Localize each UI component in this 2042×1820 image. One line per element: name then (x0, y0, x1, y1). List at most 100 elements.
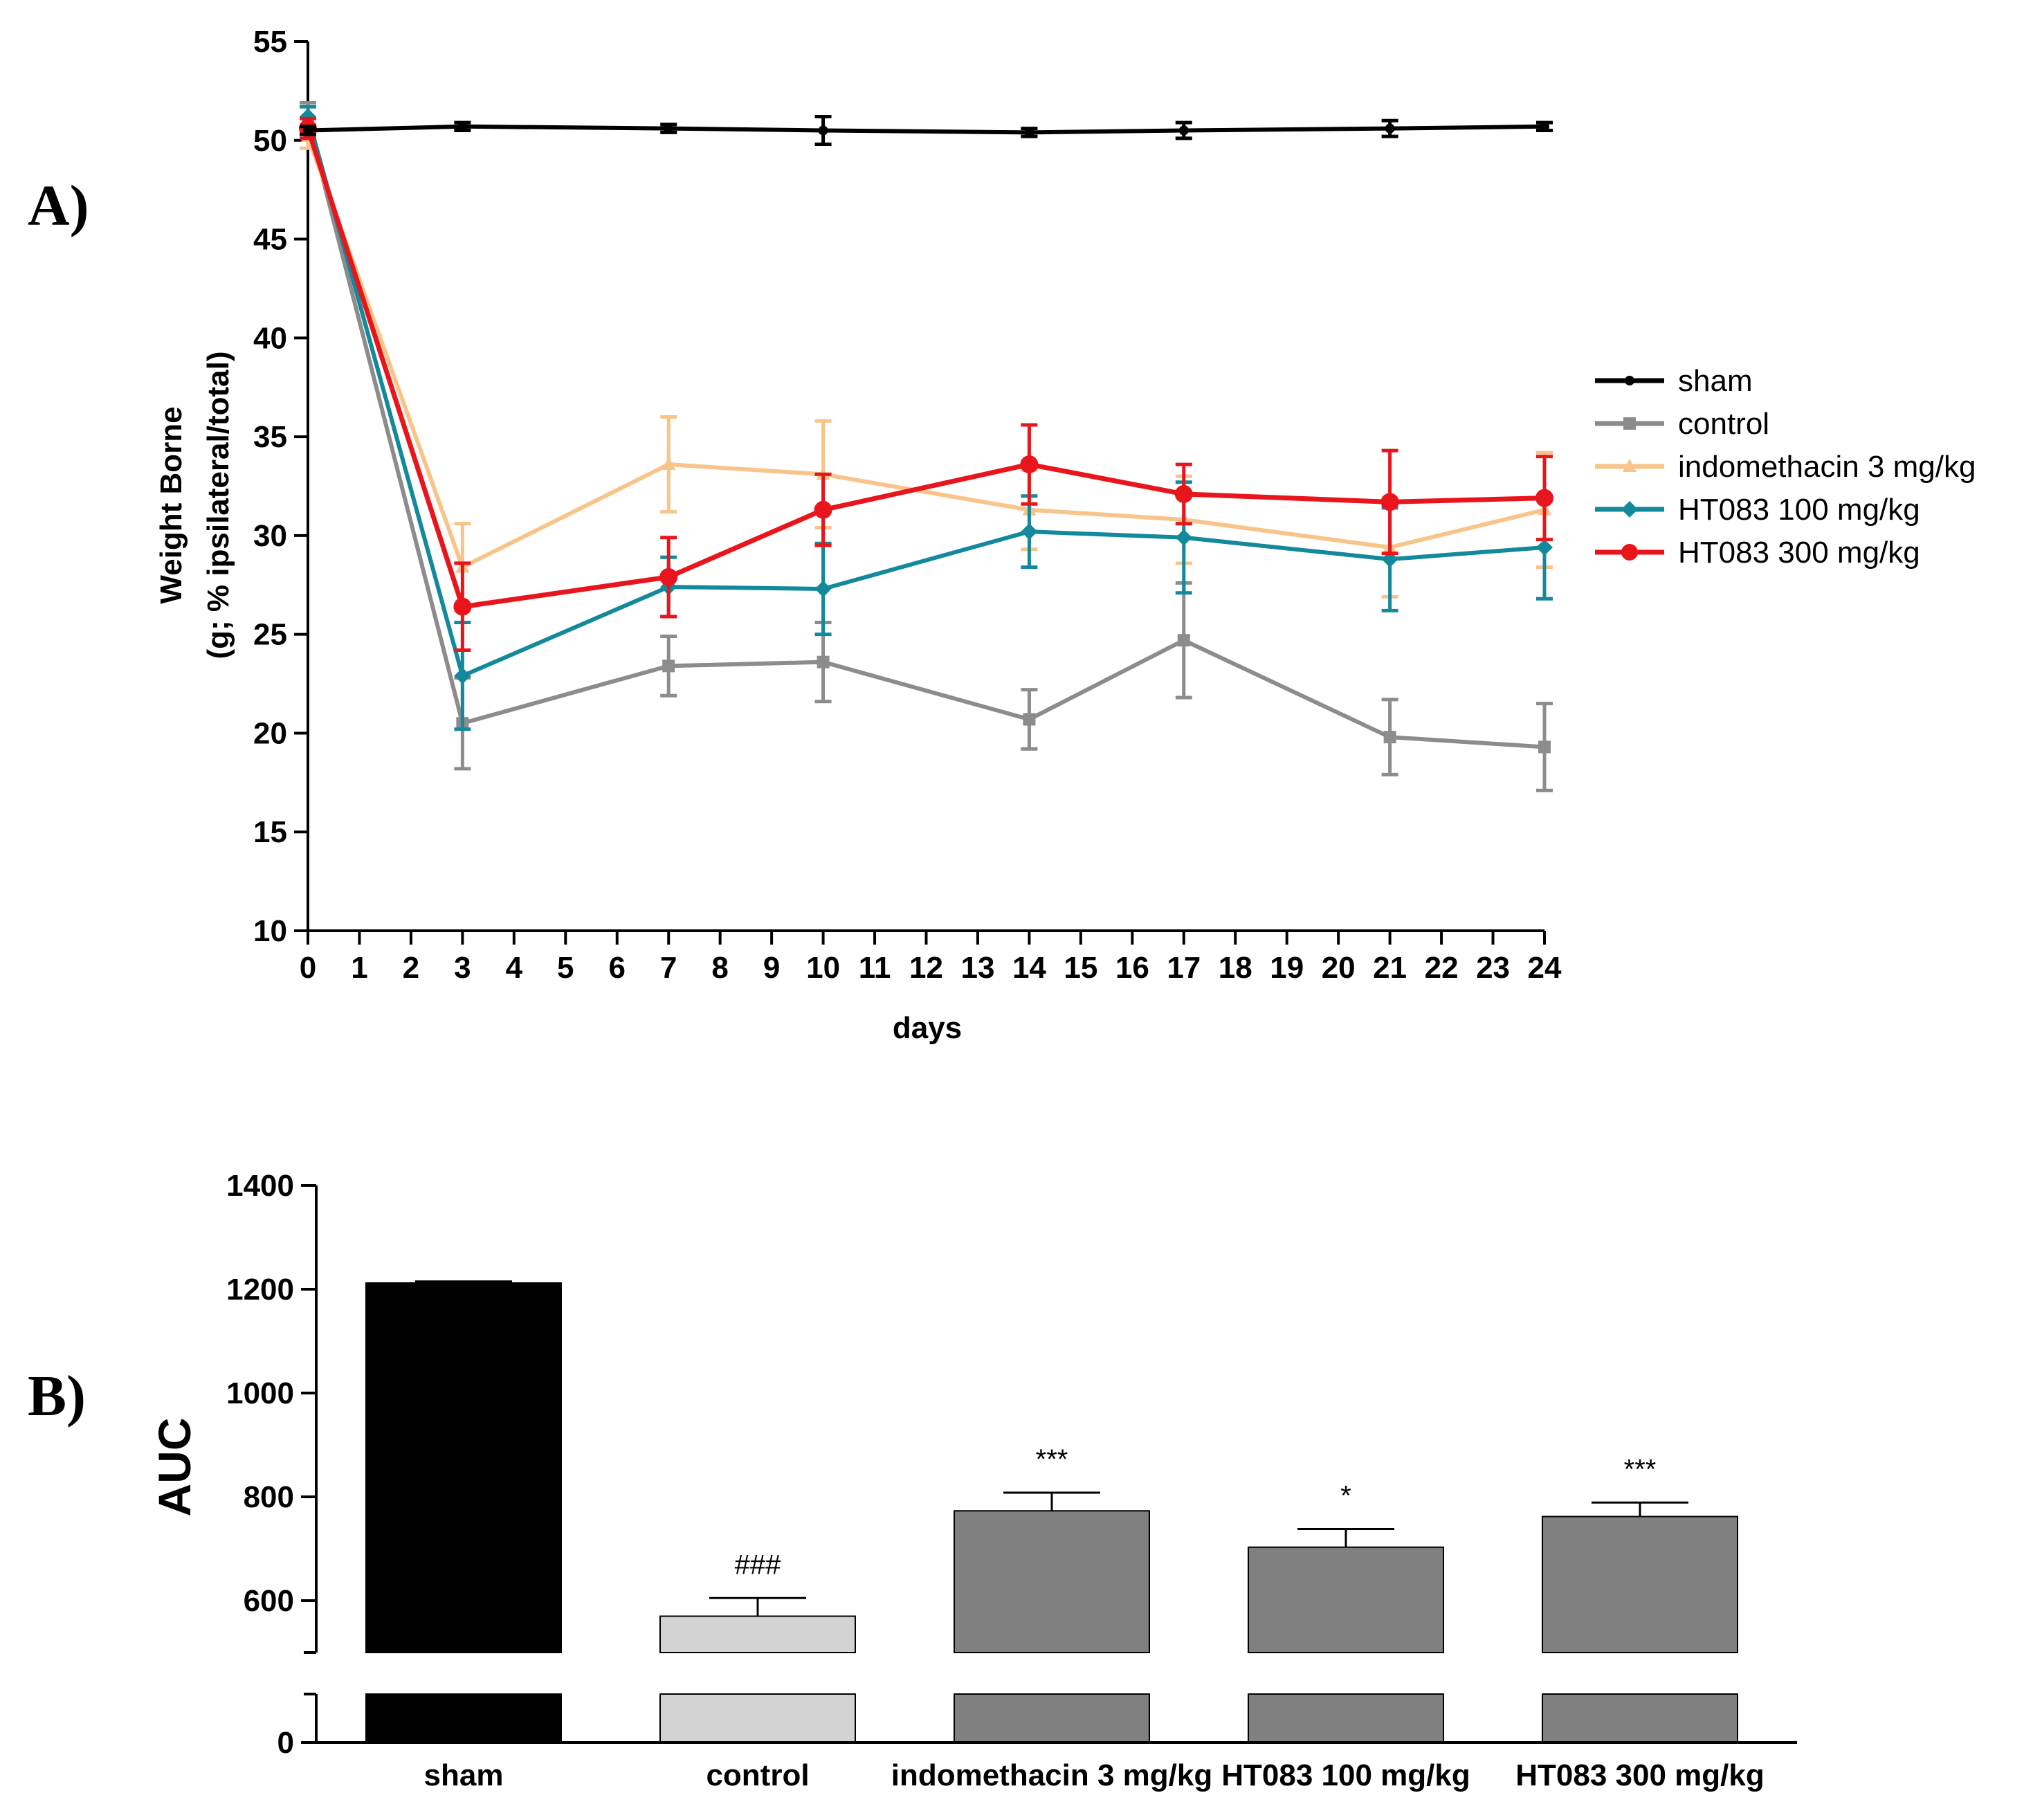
data-point (1021, 523, 1038, 540)
x-tick-label: 4 (506, 951, 523, 985)
x-tick-label: 7 (660, 951, 677, 985)
legend-marker (1625, 376, 1634, 385)
data-point (1175, 529, 1192, 546)
y-tick-label: 45 (253, 223, 287, 257)
bar-lower-segment (1248, 1693, 1444, 1743)
x-tick-label: 6 (609, 951, 626, 985)
data-point (1177, 634, 1190, 647)
x-tick-label: 1 (351, 951, 367, 985)
bar-upper-segment (659, 1615, 856, 1653)
y-axis-title-auc: AUC (149, 1418, 200, 1517)
x-tick-label: 16 (1115, 951, 1149, 985)
y-tick-label: 600 (244, 1584, 294, 1618)
legend-marker (1623, 417, 1636, 430)
x-tick-label: 8 (711, 951, 728, 985)
x-tick-label: 18 (1219, 951, 1252, 985)
bar-upper-segment (1542, 1516, 1738, 1653)
y-tick-label: 15 (253, 815, 287, 849)
panel-b-label: B) (28, 1364, 86, 1428)
legend-label: control (1678, 407, 1769, 441)
legend: sham control indomethacin 3 mg/kg HT083 100… (1595, 364, 1976, 570)
x-tick-label: 23 (1476, 951, 1510, 985)
bar-lower-segment (365, 1693, 562, 1743)
data-point (1535, 489, 1553, 507)
x-tick-label: HT083 100 mg/kg (1221, 1758, 1470, 1792)
x-tick-label: 11 (859, 951, 891, 985)
significance-label: * (1340, 1481, 1351, 1511)
series-line (307, 124, 1545, 135)
bar-chart-auc: sham ### control *** indomethacin 3 mg/kg * HT… (149, 1169, 1797, 1792)
bar-sham: sham (365, 1280, 562, 1792)
significance-label: *** (1624, 1454, 1657, 1484)
x-axis-title: days (893, 1011, 962, 1045)
data-point (817, 655, 830, 668)
y-axis-title-line1: Weight Borne (154, 406, 188, 603)
bar-ht083-300-mg-kg: *** HT083 300 mg/kg (1515, 1454, 1765, 1792)
significance-label: ### (735, 1549, 781, 1580)
data-point (1020, 455, 1039, 474)
data-point (818, 125, 828, 136)
series-line (306, 120, 1545, 749)
legend-label: indomethacin 3 mg/kg (1678, 450, 1976, 484)
x-tick-label: 24 (1528, 951, 1562, 985)
series-ht083-100-mg-kg (300, 104, 1553, 731)
series-sham (300, 115, 1553, 146)
bar-lower-segment (1542, 1693, 1738, 1743)
y-tick-label: 1200 (226, 1273, 294, 1307)
data-point (1536, 539, 1553, 556)
legend-marker (1621, 501, 1638, 518)
data-point (1024, 127, 1034, 138)
data-point (662, 659, 675, 673)
series-ht083-300-mg-kg (299, 116, 1553, 653)
x-tick-label: control (706, 1758, 809, 1792)
y-tick-label: 50 (253, 124, 287, 158)
data-point (814, 580, 832, 597)
bar-control: ### control (659, 1549, 856, 1792)
data-point (1540, 121, 1549, 131)
legend-marker (1621, 544, 1638, 561)
data-point (1383, 731, 1396, 744)
y-tick-label: 10 (253, 914, 287, 948)
x-tick-label: 17 (1167, 951, 1201, 985)
bar-lower-segment (659, 1693, 856, 1743)
data-point (303, 125, 313, 136)
legend-marker (1623, 459, 1637, 472)
x-tick-label: 15 (1064, 951, 1097, 985)
bar-ht083-100-mg-kg: * HT083 100 mg/kg (1221, 1481, 1470, 1793)
data-point (1178, 125, 1189, 136)
x-tick-label: indomethacin 3 mg/kg (891, 1758, 1213, 1792)
y-axis-title-line2: (g; % ipsilateral/total) (201, 352, 235, 659)
x-tick-label: 12 (909, 951, 943, 985)
legend-label: HT083 100 mg/kg (1678, 493, 1920, 527)
data-point (1381, 551, 1398, 568)
y-tick-label: 1000 (226, 1376, 294, 1410)
data-point (814, 500, 832, 519)
series-indomethacin-3-mg-kg (300, 122, 1553, 612)
y-tick-label: 30 (253, 519, 287, 553)
bar-indomethacin-3-mg-kg: *** indomethacin 3 mg/kg (891, 1444, 1213, 1792)
data-point (664, 123, 674, 134)
series-line (306, 116, 1545, 679)
data-point (1385, 123, 1395, 134)
data-point (1174, 484, 1193, 503)
x-tick-label: 19 (1270, 951, 1304, 985)
y-tick-label: 55 (253, 25, 287, 59)
data-point (457, 121, 468, 131)
bar-upper-segment (954, 1510, 1150, 1653)
data-point (453, 597, 472, 616)
x-tick-label: 9 (763, 951, 780, 985)
y-tick-label: 0 (277, 1726, 294, 1760)
legend-label: sham (1678, 364, 1753, 398)
y-tick-label: 800 (244, 1480, 294, 1514)
data-point (1538, 740, 1551, 754)
panel-a-label: A) (28, 174, 89, 238)
x-tick-label: 10 (806, 951, 840, 985)
bar-upper-segment (365, 1282, 562, 1653)
x-tick-label: 3 (454, 951, 471, 985)
x-tick-label: 5 (557, 951, 574, 985)
data-point (659, 567, 678, 586)
data-point (454, 667, 471, 684)
y-tick-label: 25 (253, 618, 287, 652)
